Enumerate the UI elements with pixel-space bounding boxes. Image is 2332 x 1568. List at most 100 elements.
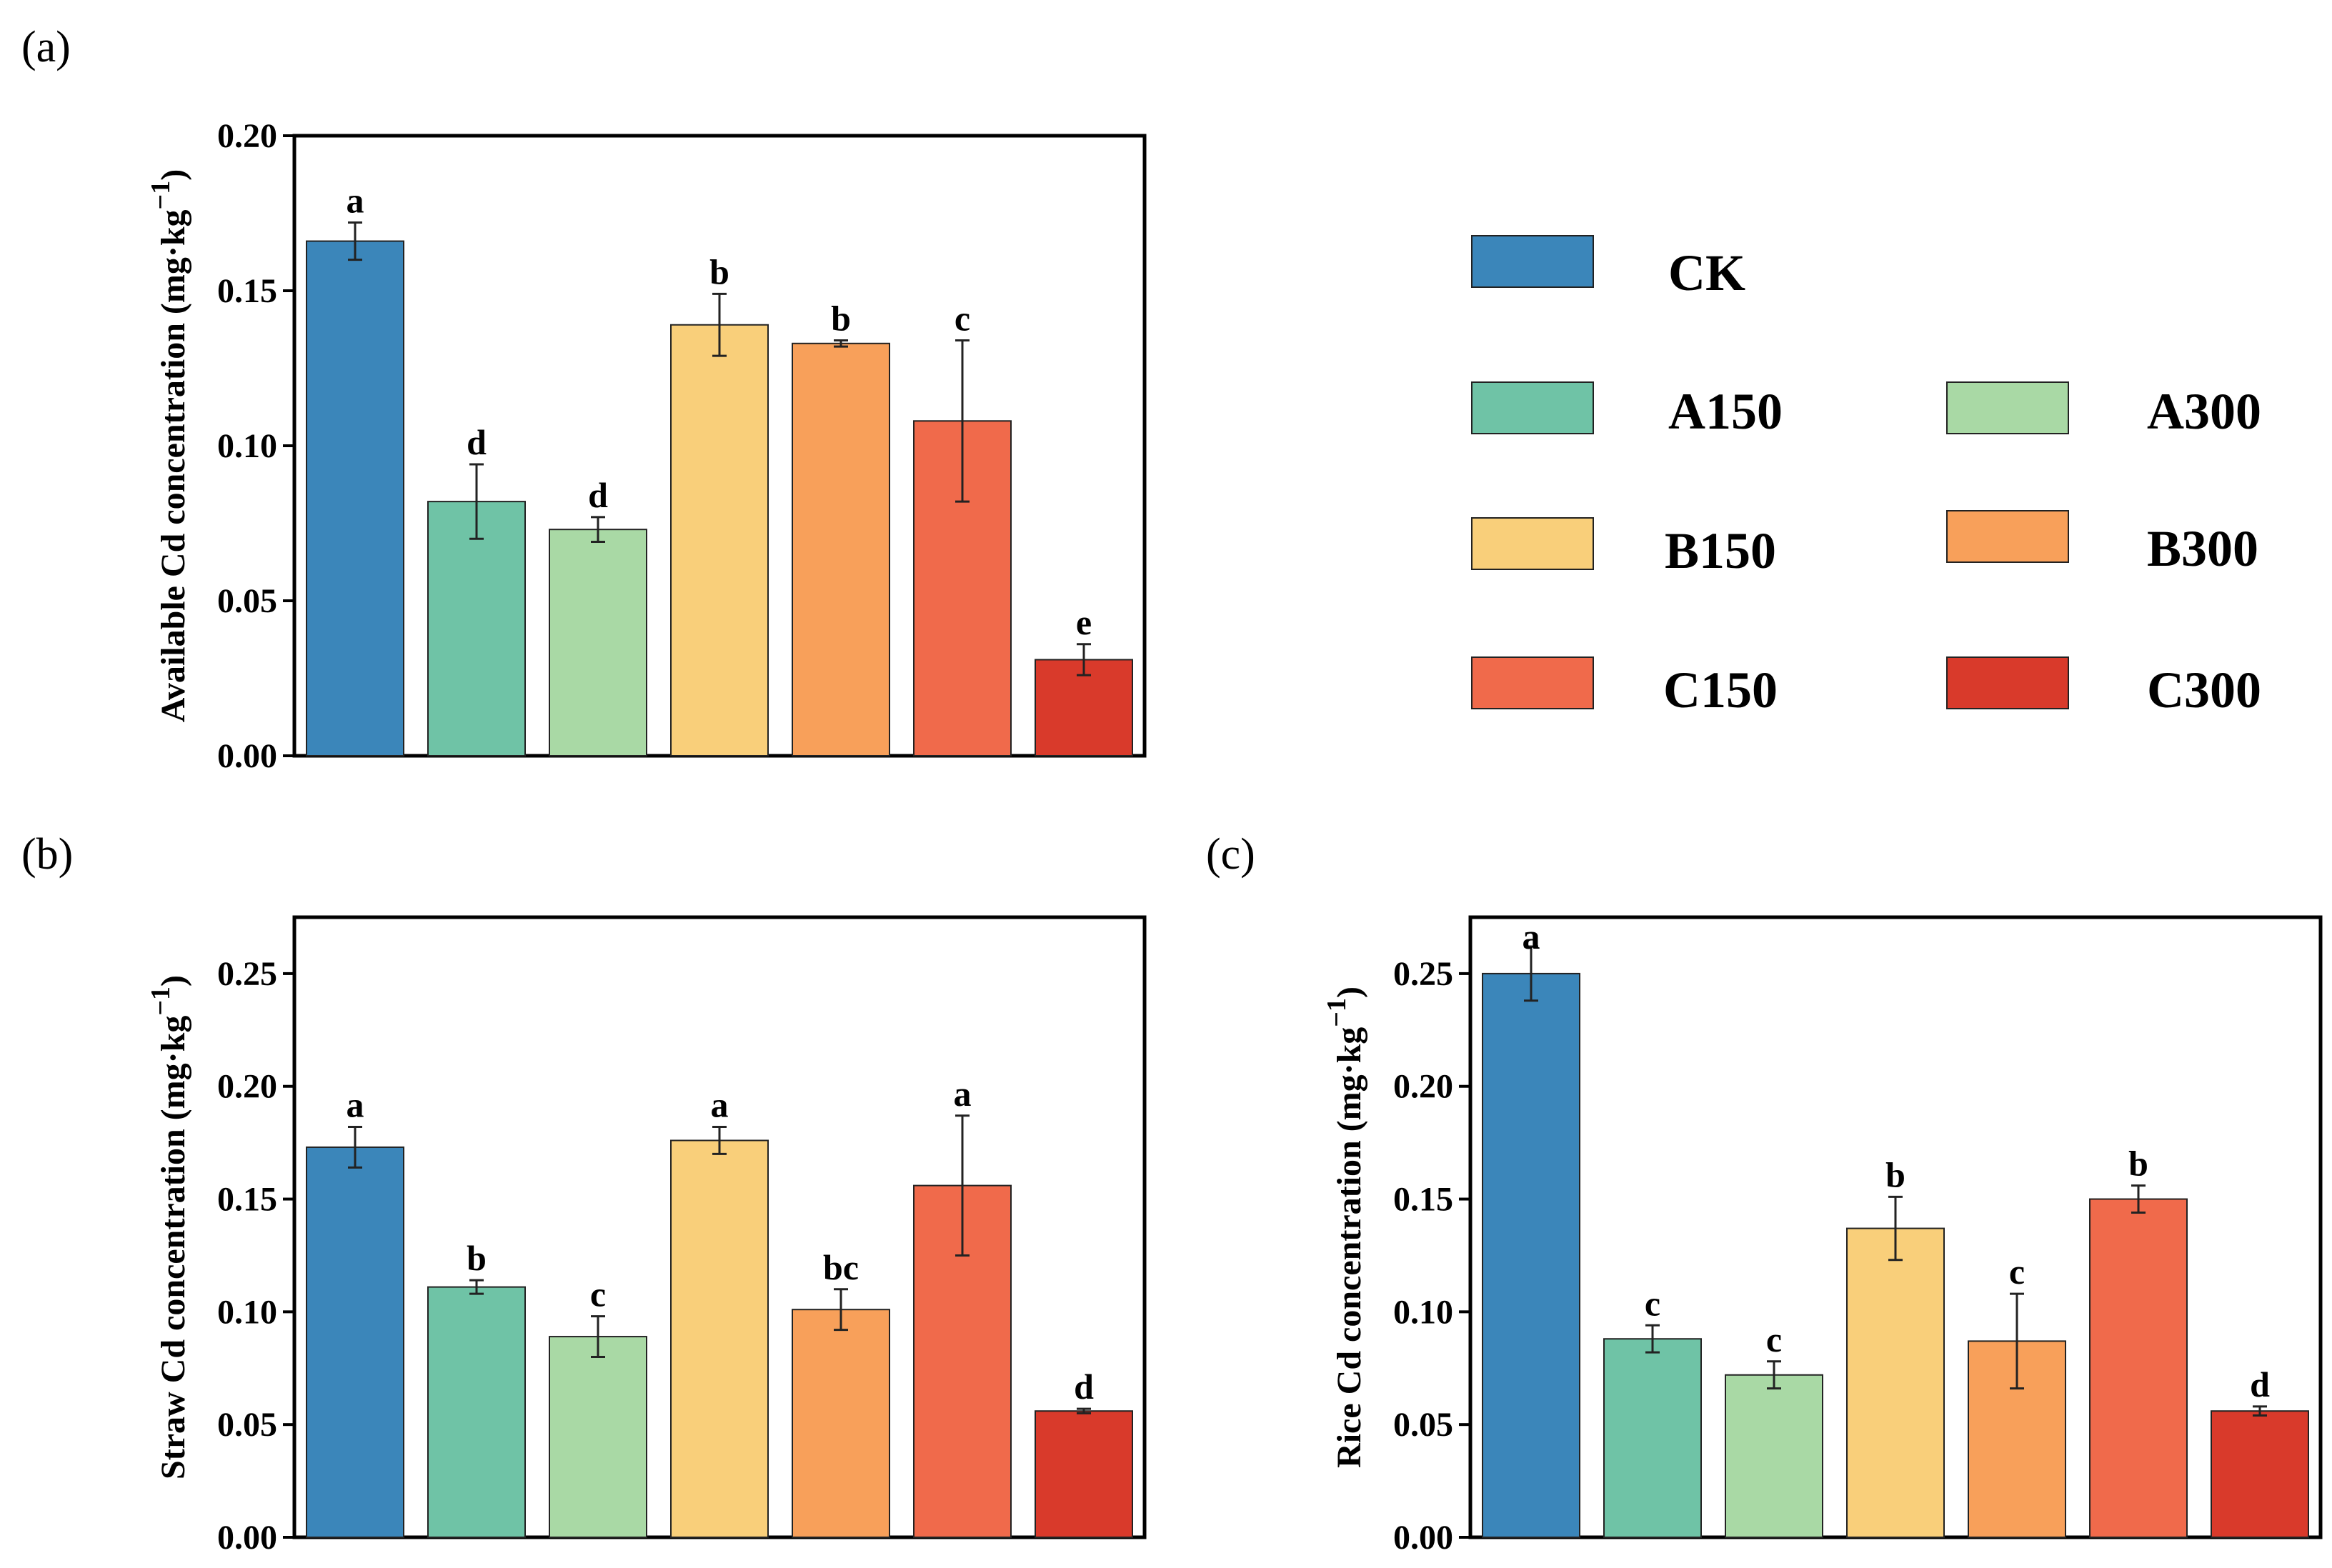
legend-swatch — [1946, 510, 2069, 563]
bar-b300 — [792, 1309, 890, 1538]
y-tick-label: 0.25 — [1393, 955, 1453, 993]
significance-label: b — [467, 1238, 487, 1278]
legend-swatch — [1946, 381, 2069, 434]
y-axis-label-close: ) — [154, 975, 192, 987]
legend-swatch — [1471, 381, 1594, 434]
bars: a c c b c b d — [1482, 917, 2309, 1539]
bar-a300 — [549, 529, 647, 756]
legend: CK A150 A300 B150 B300 C150 C300 — [1471, 235, 2261, 719]
y-tick-label: 0.10 — [217, 427, 277, 465]
y-axis-label: Available Cd concentration (mg·kg−1) — [146, 169, 192, 722]
bar-c300 — [2211, 1410, 2309, 1539]
y-axis-label: Rice Cd concentration (mg·kg−1) — [1322, 987, 1368, 1468]
y-axis-label-close: ) — [154, 169, 192, 181]
bar-a300 — [1725, 1374, 1823, 1538]
y-axis-label: Straw Cd concentration (mg·kg−1) — [146, 975, 192, 1479]
panel-label: (a) — [21, 23, 71, 71]
legend-label: C150 — [1663, 661, 1778, 719]
bar-ck — [306, 1146, 404, 1538]
significance-label: e — [1076, 602, 1092, 642]
y-axis-label-main: Straw Cd concentration (mg·kg — [154, 1016, 192, 1479]
y-tick-label: 0.05 — [217, 582, 277, 620]
bars: a d d b b c e — [306, 181, 1133, 757]
legend-item-c150: C150 — [1471, 656, 1778, 719]
bar-b150 — [670, 324, 769, 756]
y-tick-label: 0.15 — [1393, 1181, 1453, 1219]
legend-item-a300: A300 — [1946, 381, 2261, 440]
legend-swatch — [1471, 235, 1594, 288]
significance-label: d — [1074, 1367, 1094, 1407]
bar-ck — [1482, 972, 1580, 1538]
significance-label: a — [347, 181, 364, 221]
significance-label: c — [2009, 1252, 2025, 1292]
legend-item-b300: B300 — [1946, 510, 2258, 577]
significance-label: b — [2128, 1144, 2148, 1184]
significance-label: a — [954, 1074, 972, 1114]
y-axis-ticks: 0.00 0.05 0.10 0.15 0.20 0.25 — [217, 955, 294, 1557]
y-axis-label-sup: −1 — [1322, 998, 1352, 1027]
legend-item-b150: B150 — [1471, 517, 1776, 579]
y-axis-label-close: ) — [1330, 987, 1368, 998]
bar-c300 — [1035, 1410, 1133, 1539]
bar-b150 — [670, 1139, 769, 1538]
y-axis-ticks: 0.00 0.05 0.10 0.15 0.20 — [217, 117, 294, 775]
legend-item-a150: A150 — [1471, 381, 1783, 440]
y-tick-label: 0.15 — [217, 1181, 277, 1219]
y-tick-label: 0.05 — [217, 1406, 277, 1444]
significance-label: b — [709, 251, 729, 291]
legend-item-ck: CK — [1471, 235, 1745, 301]
significance-label: b — [831, 298, 851, 338]
significance-label: b — [1885, 1154, 1905, 1194]
y-tick-label: 0.20 — [1393, 1068, 1453, 1106]
y-tick-label: 0.20 — [217, 117, 277, 155]
legend-label: A150 — [1668, 383, 1783, 440]
bar-a300 — [549, 1336, 647, 1538]
significance-label: d — [2250, 1364, 2270, 1404]
significance-label: c — [590, 1274, 606, 1314]
y-tick-label: 0.25 — [217, 955, 277, 993]
bar-a150 — [427, 501, 526, 756]
legend-item-c300: C300 — [1946, 656, 2261, 719]
significance-label: bc — [823, 1247, 859, 1287]
significance-label: c — [1645, 1283, 1660, 1323]
significance-label: a — [347, 1085, 364, 1125]
significance-label: a — [711, 1085, 729, 1125]
panel-label: (c) — [1206, 830, 1255, 879]
y-tick-label: 0.10 — [217, 1293, 277, 1331]
y-axis-label-main: Available Cd concentration (mg·kg — [154, 209, 192, 722]
y-axis-label-main: Rice Cd concentration (mg·kg — [1330, 1027, 1368, 1468]
legend-label: A300 — [2147, 383, 2261, 440]
bar-b150 — [1846, 1227, 1945, 1538]
significance-label: c — [1766, 1319, 1782, 1359]
bar-ck — [306, 240, 404, 756]
legend-swatch — [1471, 517, 1594, 570]
y-axis-label-sup: −1 — [146, 181, 176, 210]
y-tick-label: 0.00 — [217, 1519, 277, 1557]
significance-label: a — [1523, 917, 1540, 957]
y-tick-label: 0.00 — [217, 737, 277, 775]
legend-label: B150 — [1665, 522, 1776, 579]
bar-c300 — [1035, 659, 1133, 757]
legend-swatch — [1471, 656, 1594, 709]
y-tick-label: 0.00 — [1393, 1519, 1453, 1557]
y-tick-label: 0.05 — [1393, 1406, 1453, 1444]
bar-a150 — [1603, 1338, 1702, 1538]
panel-label: (b) — [21, 830, 73, 879]
legend-label: C300 — [2147, 661, 2261, 719]
bar-c150 — [2089, 1198, 2188, 1538]
legend-label: CK — [1668, 244, 1745, 301]
legend-label: B300 — [2147, 520, 2258, 577]
significance-label: d — [588, 475, 608, 515]
bar-b300 — [792, 342, 890, 756]
panel-a: (a) 0.00 0.05 0.10 0.15 0.20 a d d b b c e Availab… — [21, 23, 1147, 775]
panel-c: (c) 0.00 0.05 0.10 0.15 0.20 0.25 a c c b c b d Ric… — [1206, 830, 2323, 1557]
legend-swatch — [1946, 656, 2069, 709]
y-axis-ticks: 0.00 0.05 0.10 0.15 0.20 0.25 — [1393, 955, 1470, 1557]
y-tick-label: 0.10 — [1393, 1293, 1453, 1331]
y-axis-label-sup: −1 — [146, 987, 176, 1016]
significance-label: c — [955, 298, 970, 338]
y-tick-label: 0.20 — [217, 1068, 277, 1106]
y-tick-label: 0.15 — [217, 272, 277, 310]
